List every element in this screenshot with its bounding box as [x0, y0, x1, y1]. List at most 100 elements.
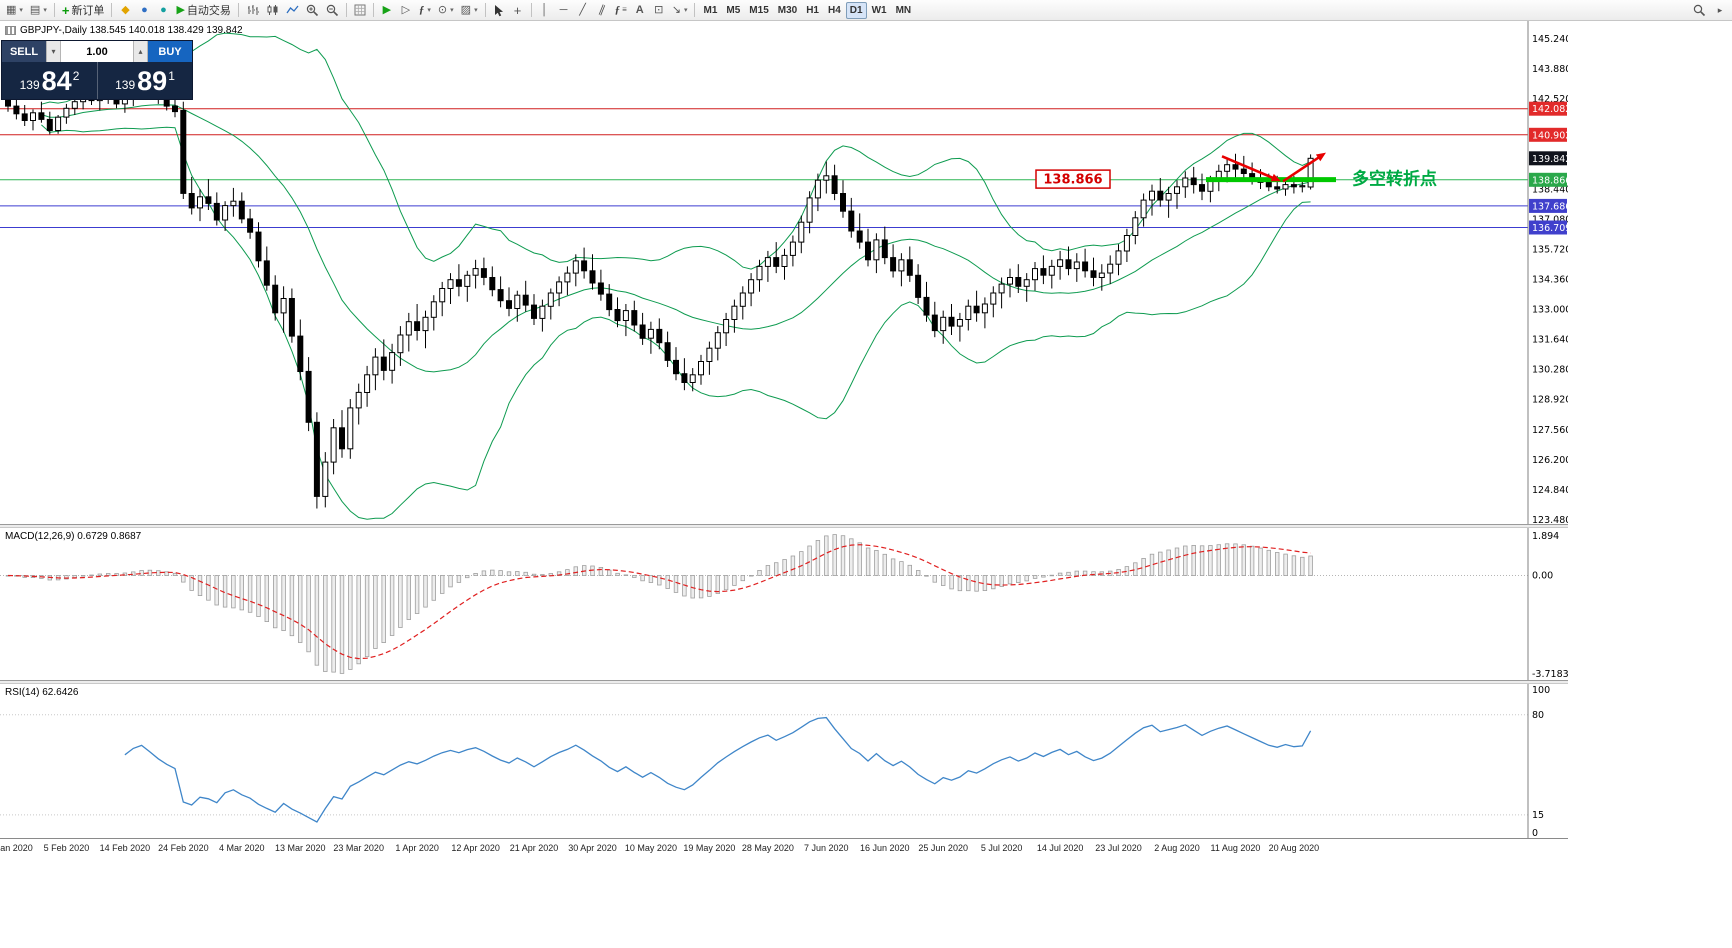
channel-button[interactable]: ∥	[593, 1, 611, 19]
trendline-button[interactable]: ╱	[574, 1, 592, 19]
timeframe-button-M5[interactable]: M5	[726, 4, 741, 16]
profiles-button[interactable]: ▤ ▾	[27, 1, 50, 19]
time-axis-label: 5 Feb 2020	[43, 843, 90, 853]
drawing-objects-layer[interactable]: 138.866 多空转折点	[1035, 152, 1437, 190]
profiles-icon: ▤	[29, 3, 41, 16]
arrows-button[interactable]: ↘ ▾	[669, 1, 691, 19]
community-button[interactable]: ●	[154, 1, 172, 19]
chart-shift-button[interactable]: ▷	[397, 1, 415, 19]
chart-shift-icon: ▷	[401, 3, 411, 16]
candles-layer[interactable]	[5, 77, 1314, 509]
zoom-in-icon	[306, 4, 319, 17]
svg-text:131.640: 131.640	[1532, 335, 1568, 346]
market-button[interactable]: ●	[135, 1, 153, 19]
label-button[interactable]: ⊡	[650, 1, 668, 19]
line-chart-button[interactable]	[283, 1, 302, 19]
horizontal-line-icon: ─	[559, 3, 568, 16]
fibonacci-icon: ƒ	[614, 3, 621, 16]
svg-text:80: 80	[1532, 710, 1544, 721]
time-axis-label: 5 Jul 2020	[980, 843, 1023, 853]
sell-price[interactable]: 139 84 2	[2, 62, 97, 99]
toolbar-separator	[694, 3, 696, 17]
svg-text:142.082: 142.082	[1532, 104, 1568, 115]
autotrading-label: 自动交易	[186, 5, 231, 17]
time-axis[interactable]: 24 Jan 2020 5 Feb 2020 14 Feb 2020 24 Feb 2…	[0, 838, 1568, 856]
grid-button[interactable]	[351, 1, 369, 19]
vertical-line-button[interactable]: │	[536, 1, 554, 19]
rsi-indicator-chart[interactable]: 100 80 15 0	[0, 684, 1568, 838]
template-icon: ▨	[460, 3, 472, 16]
svg-text:133.000: 133.000	[1532, 305, 1568, 316]
svg-text:136.709: 136.709	[1532, 223, 1568, 234]
svg-text:143.880: 143.880	[1532, 64, 1568, 75]
timeframe-button-W1[interactable]: W1	[871, 4, 887, 16]
autotrading-button[interactable]: ▶ 自动交易	[173, 1, 233, 19]
auto-scroll-button[interactable]: ▶	[378, 1, 396, 19]
zoom-in-button[interactable]	[303, 1, 322, 19]
toolbar-right-group: ▸	[1690, 1, 1729, 19]
text-icon: A	[635, 3, 644, 16]
time-axis-label: 24 Jan 2020	[0, 843, 33, 853]
toolbar-collapse-button[interactable]: ▸	[1711, 1, 1729, 19]
crosshair-button[interactable]: +	[509, 1, 527, 19]
sell-price-pip: 2	[72, 69, 80, 83]
buy-button[interactable]: BUY	[148, 41, 192, 62]
svg-text:100: 100	[1532, 685, 1550, 696]
macd-axis[interactable]: 1.894 0.00 -3.7183	[1527, 528, 1568, 680]
zoom-out-button[interactable]	[323, 1, 342, 19]
indicators-button[interactable]: ƒ ▾	[416, 1, 434, 19]
metaeditor-button[interactable]: ◆	[116, 1, 134, 19]
bar-chart-button[interactable]	[243, 1, 262, 19]
volume-up-button[interactable]: ▴	[133, 41, 148, 62]
timeframe-button-D1[interactable]: D1	[845, 1, 867, 19]
rsi-axis[interactable]: 100 80 15 0	[1527, 684, 1550, 838]
new-chart-button[interactable]: ▦ ▾	[3, 1, 26, 19]
search-button[interactable]	[1690, 1, 1709, 19]
time-axis-label: 12 Apr 2020	[451, 843, 500, 853]
new-order-button[interactable]: + 新订单	[59, 1, 108, 19]
text-button[interactable]: A	[631, 1, 649, 19]
fibonacci-button[interactable]: ƒ ≡	[612, 1, 630, 19]
market-icon: ●	[141, 3, 148, 16]
chart-header-text: GBPJPY-,Daily 138.545 140.018 138.429 13…	[20, 25, 243, 36]
line-chart-icon	[286, 4, 299, 16]
time-axis-label: 2 Aug 2020	[1154, 843, 1200, 853]
plus-icon: +	[61, 2, 70, 18]
price-axis[interactable]: 145.240 143.880 142.520 138.440 137.080 135.7…	[1527, 21, 1568, 524]
chart-window-icon: ▦	[6, 3, 17, 16]
panel-splitter[interactable]	[0, 680, 1568, 684]
macd-indicator-chart[interactable]: 1.894 0.00 -3.7183	[0, 528, 1568, 680]
horizontal-line-button[interactable]: ─	[555, 1, 573, 19]
rsi-panel: 100 80 15 0 RSI(14) 62.6426	[0, 684, 1568, 838]
svg-text:137.080: 137.080	[1532, 214, 1568, 225]
svg-text:142.520: 142.520	[1532, 94, 1568, 105]
macd-histogram	[5, 534, 1313, 674]
buy-price[interactable]: 139 89 1	[97, 62, 192, 99]
volume-input[interactable]	[61, 41, 133, 62]
timeframe-buttons: M1 M5 M15 M30 H1 H4 D1 W1 MN	[699, 1, 915, 19]
indicator-f-icon: ƒ	[418, 3, 425, 16]
timeframe-button-H1[interactable]: H1	[806, 4, 819, 16]
svg-text:128.920: 128.920	[1532, 395, 1568, 406]
timeframe-button-H4[interactable]: H4	[828, 4, 841, 16]
timeframe-button-M30[interactable]: M30	[777, 4, 798, 16]
timeframe-button-M15[interactable]: M15	[749, 4, 769, 16]
timeframe-button-M1[interactable]: M1	[703, 4, 718, 16]
svg-text:138.440: 138.440	[1532, 184, 1568, 195]
main-price-chart[interactable]: 138.866 多空转折点 145.240 143.880 142.520 138.440…	[0, 21, 1568, 524]
time-axis-label: 11 Aug 2020	[1210, 843, 1261, 853]
time-axis-label: 10 May 2020	[624, 843, 677, 853]
sell-button[interactable]: SELL	[2, 41, 46, 62]
price-panel: 138.866 多空转折点 145.240 143.880 142.520 138.440…	[0, 21, 1568, 524]
macd-panel: 1.894 0.00 -3.7183 MACD(12,26,9) 0.6729 0.…	[0, 528, 1568, 680]
svg-text:138.866: 138.866	[1043, 173, 1102, 188]
timeframe-button-MN[interactable]: MN	[895, 4, 912, 16]
volume-down-button[interactable]: ▾	[46, 41, 61, 62]
cursor-button[interactable]	[490, 1, 508, 19]
periods-button[interactable]: ⊙ ▾	[435, 1, 457, 19]
templates-button[interactable]: ▨ ▾	[458, 1, 481, 19]
candlestick-chart-button[interactable]	[263, 1, 282, 19]
trendline-icon: ╱	[579, 3, 586, 16]
panel-splitter[interactable]	[0, 524, 1568, 528]
grid-icon	[354, 4, 366, 16]
